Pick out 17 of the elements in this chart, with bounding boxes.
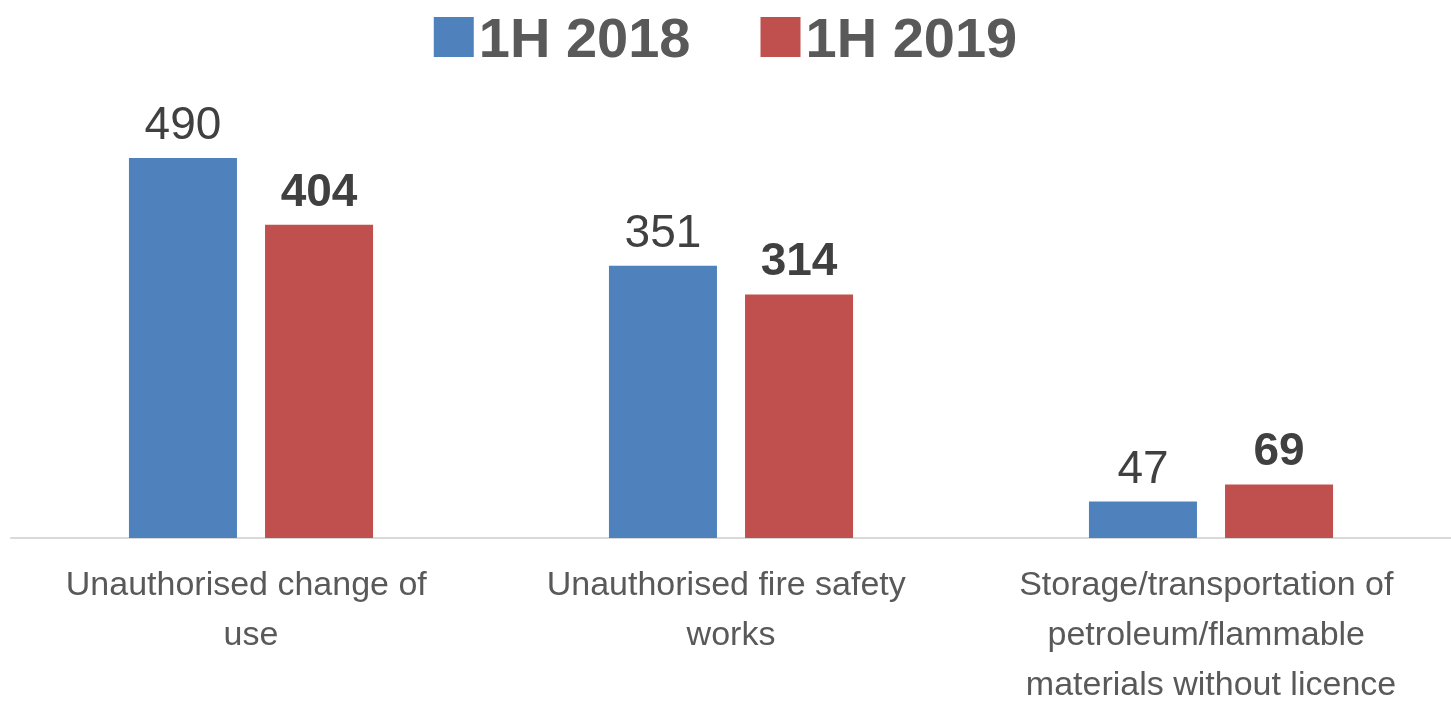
bar [265, 224, 374, 538]
data-label: 314 [760, 233, 838, 286]
data-label: 69 [1253, 423, 1305, 476]
bar [1225, 484, 1334, 538]
legend-label: 1H 2018 [478, 5, 691, 69]
bar [608, 265, 717, 538]
data-label: 404 [280, 163, 358, 216]
data-label: 47 [1117, 440, 1169, 493]
legend-label: 1H 2019 [805, 5, 1018, 69]
x-tick-label: Unauthorised fire safety works [546, 564, 916, 652]
bar [1088, 501, 1197, 538]
bar [128, 158, 237, 538]
data-label: 490 [144, 97, 222, 149]
x-tick-label: Unauthorised change of use [65, 564, 437, 652]
x-tick-label: Storage/transportation of petroleum/flammable materials without licence [1019, 564, 1403, 702]
bar [745, 294, 854, 538]
data-label: 351 [624, 204, 702, 257]
